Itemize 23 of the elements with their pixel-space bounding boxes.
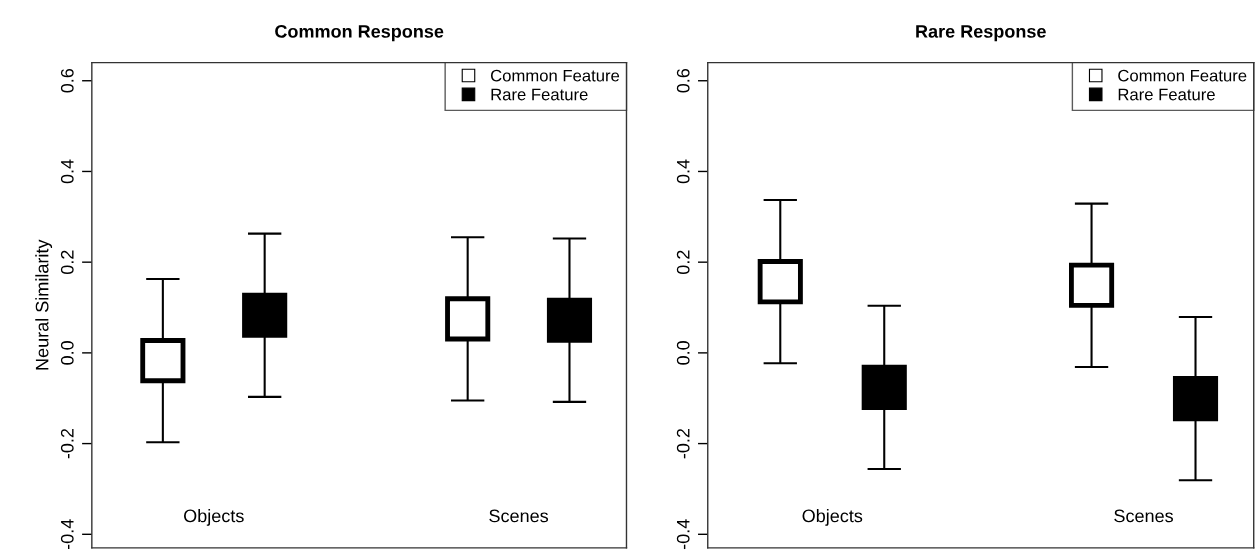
- y-tick-label: 0.0: [676, 341, 690, 365]
- legend-label: Common Feature: [1118, 69, 1247, 82]
- y-tick-label: -0.4: [60, 519, 74, 550]
- x-tick-label: Scenes: [1114, 509, 1173, 523]
- y-tick-label: 0.6: [676, 68, 690, 93]
- y-tick-label: 0.0: [60, 341, 74, 365]
- legend-label: Rare Feature: [1118, 88, 1215, 101]
- legend-label: Common Feature: [490, 69, 620, 82]
- x-tick-label: Objects: [184, 509, 244, 526]
- x-tick-label: Objects: [802, 509, 863, 526]
- y-tick-label: 0.4: [60, 159, 74, 184]
- y-tick-label: -0.4: [676, 519, 690, 550]
- y-tick-label: -0.2: [60, 428, 74, 459]
- chart-title: Rare Response: [916, 25, 1046, 42]
- legend-label: Rare Feature: [491, 88, 588, 101]
- chart-title: Common Response: [275, 24, 444, 42]
- y-tick-label: 0.2: [676, 250, 690, 275]
- y-tick-label: 0.4: [676, 159, 690, 184]
- y-axis-title: Neural Similarity: [35, 239, 53, 370]
- x-tick-label: Scenes: [489, 509, 549, 523]
- y-tick-label: 0.6: [60, 68, 74, 93]
- y-tick-label: 0.2: [60, 250, 74, 275]
- y-tick-label: -0.2: [676, 428, 690, 459]
